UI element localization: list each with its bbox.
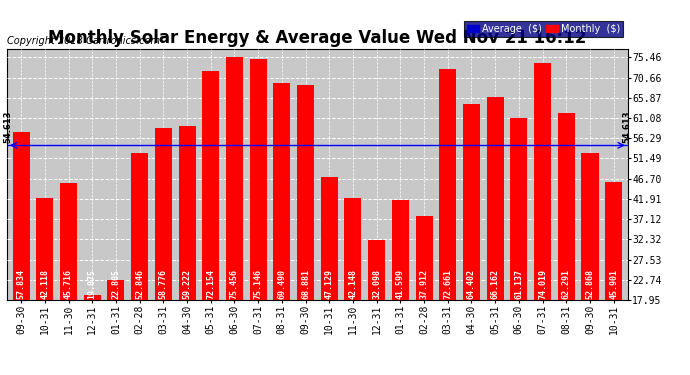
Text: 41.599: 41.599 bbox=[396, 269, 405, 299]
Text: 45.716: 45.716 bbox=[64, 269, 73, 299]
Bar bbox=[12, 132, 30, 300]
Bar bbox=[463, 104, 480, 300]
Text: Copyright 2018 Cartronics.com: Copyright 2018 Cartronics.com bbox=[7, 36, 160, 46]
Text: 72.154: 72.154 bbox=[206, 269, 215, 299]
Bar bbox=[321, 177, 338, 300]
Text: 62.291: 62.291 bbox=[562, 269, 571, 299]
Text: 72.661: 72.661 bbox=[443, 269, 452, 299]
Text: 42.118: 42.118 bbox=[40, 269, 49, 299]
Bar bbox=[226, 57, 243, 300]
Bar bbox=[83, 295, 101, 300]
Bar bbox=[273, 82, 290, 300]
Bar bbox=[368, 240, 385, 300]
Text: 37.912: 37.912 bbox=[420, 269, 428, 299]
Bar bbox=[486, 97, 504, 300]
Bar bbox=[558, 113, 575, 300]
Text: 64.402: 64.402 bbox=[467, 269, 476, 299]
Bar bbox=[582, 153, 598, 300]
Text: 45.901: 45.901 bbox=[609, 269, 618, 299]
Text: 69.490: 69.490 bbox=[277, 269, 286, 299]
Text: 75.456: 75.456 bbox=[230, 269, 239, 299]
Text: 42.148: 42.148 bbox=[348, 269, 357, 299]
Bar bbox=[605, 182, 622, 300]
Text: 74.019: 74.019 bbox=[538, 269, 547, 299]
Text: 75.146: 75.146 bbox=[254, 269, 263, 299]
Bar bbox=[131, 153, 148, 300]
Text: 32.098: 32.098 bbox=[372, 269, 381, 299]
Legend: Average  ($), Monthly  ($): Average ($), Monthly ($) bbox=[464, 21, 623, 37]
Bar bbox=[415, 216, 433, 300]
Bar bbox=[344, 198, 362, 300]
Text: 61.137: 61.137 bbox=[514, 269, 524, 299]
Text: 66.162: 66.162 bbox=[491, 269, 500, 299]
Text: 54.613: 54.613 bbox=[622, 111, 631, 143]
Text: 22.805: 22.805 bbox=[111, 269, 121, 299]
Bar bbox=[108, 279, 124, 300]
Bar bbox=[534, 63, 551, 300]
Bar bbox=[60, 183, 77, 300]
Bar bbox=[250, 58, 266, 300]
Bar bbox=[392, 200, 409, 300]
Title: Monthly Solar Energy & Average Value Wed Nov 21 16:12: Monthly Solar Energy & Average Value Wed… bbox=[48, 29, 586, 47]
Text: 52.868: 52.868 bbox=[586, 269, 595, 299]
Text: 19.075: 19.075 bbox=[88, 269, 97, 299]
Text: 59.222: 59.222 bbox=[183, 269, 192, 299]
Bar bbox=[511, 118, 527, 300]
Bar bbox=[179, 126, 195, 300]
Bar bbox=[155, 128, 172, 300]
Text: 68.881: 68.881 bbox=[301, 269, 310, 299]
Text: 58.776: 58.776 bbox=[159, 269, 168, 299]
Bar bbox=[297, 85, 314, 300]
Bar bbox=[37, 198, 53, 300]
Text: 57.834: 57.834 bbox=[17, 269, 26, 299]
Text: 54.613: 54.613 bbox=[3, 111, 12, 143]
Text: 47.129: 47.129 bbox=[325, 269, 334, 299]
Bar bbox=[202, 71, 219, 300]
Bar bbox=[440, 69, 456, 300]
Text: 52.846: 52.846 bbox=[135, 269, 144, 299]
